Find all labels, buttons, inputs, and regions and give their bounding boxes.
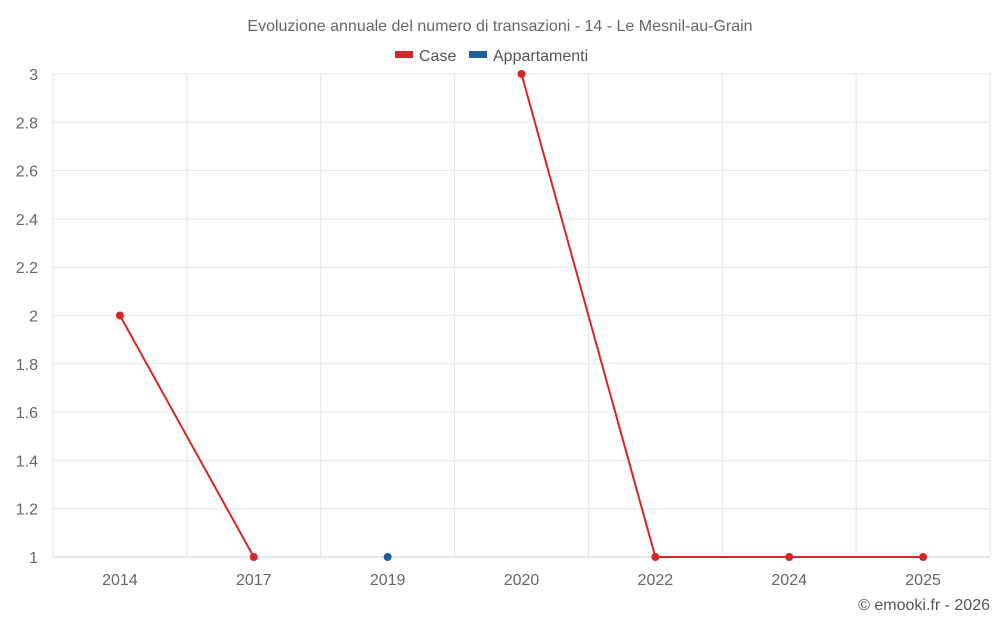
y-tick-label: 1.6: [16, 405, 38, 422]
legend-item-case[interactable]: Case: [395, 48, 456, 65]
x-tick-label: 2020: [504, 572, 540, 589]
data-point-case[interactable]: [517, 70, 526, 78]
legend-swatch-appartamenti: [469, 51, 487, 58]
x-tick-label: 2024: [771, 572, 807, 589]
y-tick-label: 2.8: [16, 115, 38, 132]
series-line-case: [520, 73, 924, 558]
series-case: [115, 70, 928, 561]
data-point-appartamenti[interactable]: [383, 553, 392, 561]
y-tick-label: 1.2: [16, 502, 38, 519]
legend-item-appartamenti[interactable]: Appartamenti: [469, 48, 588, 65]
y-tick-label: 1: [29, 550, 38, 567]
y-tick-label: 2: [29, 309, 38, 326]
data-point-case[interactable]: [115, 311, 124, 320]
y-axis-ticks: 1 1.2 1.4 1.6 1.8 2 2.2 2.4 2.6 2.8 3: [16, 67, 38, 567]
grid: [52, 73, 991, 558]
x-tick-label: 2017: [236, 572, 272, 589]
series-appartamenti: [383, 553, 392, 561]
y-tick-label: 3: [29, 67, 38, 84]
y-tick-label: 2.6: [16, 164, 38, 181]
y-tick-label: 2.4: [16, 212, 38, 229]
data-point-case[interactable]: [919, 553, 928, 561]
x-tick-label: 2025: [905, 572, 941, 589]
x-tick-label: 2019: [370, 572, 406, 589]
y-tick-label: 1.4: [16, 453, 38, 470]
data-point-case[interactable]: [651, 553, 660, 561]
credit-text: © emooki.fr - 2026: [858, 597, 990, 614]
x-tick-label: 2014: [102, 572, 138, 589]
legend-label-appartamenti: Appartamenti: [493, 48, 588, 65]
y-tick-label: 2.2: [16, 260, 38, 277]
series: [115, 70, 928, 561]
data-point-case[interactable]: [785, 553, 794, 561]
legend-swatch-case: [395, 51, 413, 58]
chart-title: Evoluzione annuale del numero di transaz…: [247, 18, 752, 35]
legend: Case Appartamenti: [395, 48, 588, 65]
y-tick-label: 1.8: [16, 357, 38, 374]
data-point-case[interactable]: [249, 553, 258, 561]
x-tick-label: 2022: [638, 572, 674, 589]
series-line-case: [119, 315, 255, 558]
legend-label-case: Case: [419, 48, 456, 65]
x-axis-ticks: 2014 2017 2019 2020 2022 2024 2025: [102, 572, 941, 589]
